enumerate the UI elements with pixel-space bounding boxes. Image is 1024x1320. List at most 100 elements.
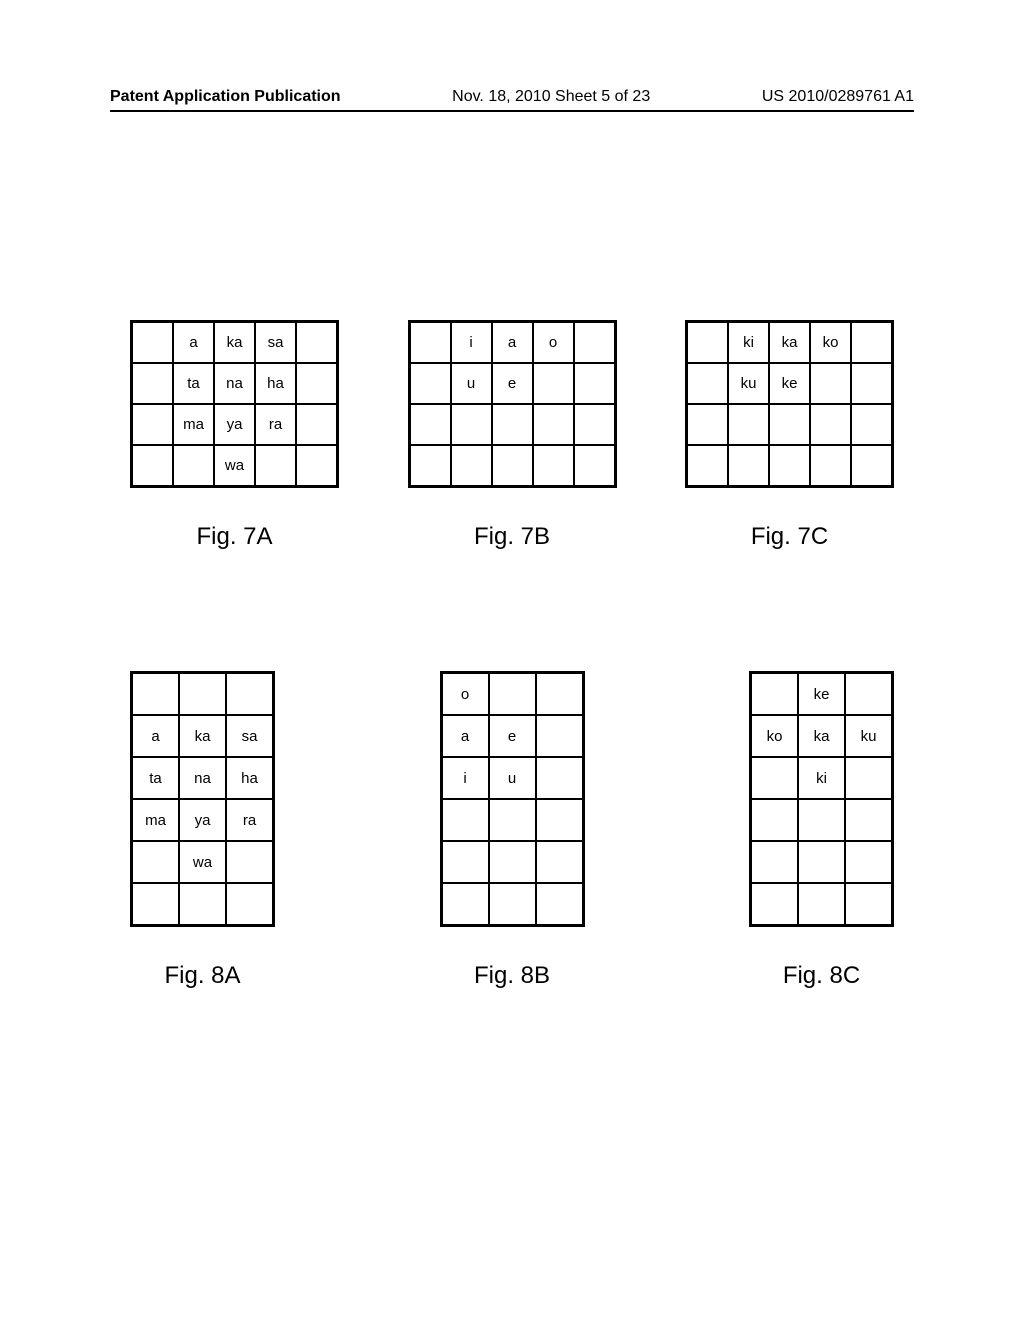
header-sheet-info: Nov. 18, 2010 Sheet 5 of 23	[452, 88, 650, 106]
table-row	[442, 883, 583, 925]
figure-label: Fig. 8C	[783, 962, 860, 990]
grid-cell	[574, 363, 615, 404]
grid-cell: ki	[728, 322, 769, 363]
grid-table: akasatanahamayarawa	[130, 320, 339, 488]
grid-cell: ha	[226, 757, 273, 799]
table-row: wa	[132, 445, 337, 486]
grid-cell	[810, 445, 851, 486]
figure-row-2: akasatanahamayarawaFig. 8AoaeiuFig. 8Bke…	[130, 671, 894, 990]
grid-cell: u	[451, 363, 492, 404]
table-row: ki	[751, 757, 892, 799]
table-row	[132, 673, 273, 715]
grid-cell	[687, 322, 728, 363]
grid-cell: a	[442, 715, 489, 757]
grid-cell	[132, 883, 179, 925]
grid-cell: a	[173, 322, 214, 363]
grid-cell: o	[533, 322, 574, 363]
grid-cell: wa	[214, 445, 255, 486]
table-row: tanaha	[132, 757, 273, 799]
grid-cell: ya	[179, 799, 226, 841]
grid-cell	[489, 841, 536, 883]
table-row: kuke	[687, 363, 892, 404]
table-row: o	[442, 673, 583, 715]
grid-cell: sa	[226, 715, 273, 757]
grid-cell: ke	[798, 673, 845, 715]
grid-cell	[410, 322, 451, 363]
grid-cell	[489, 673, 536, 715]
grid-cell: ko	[751, 715, 798, 757]
table-row: iu	[442, 757, 583, 799]
grid-cell	[536, 757, 583, 799]
grid-cell: ka	[214, 322, 255, 363]
grid-cell: i	[442, 757, 489, 799]
table-row: ae	[442, 715, 583, 757]
grid-cell	[728, 404, 769, 445]
grid-cell	[845, 673, 892, 715]
table-row: iao	[410, 322, 615, 363]
grid-cell: ya	[214, 404, 255, 445]
table-row	[751, 841, 892, 883]
grid-cell: ma	[132, 799, 179, 841]
grid-cell	[132, 404, 173, 445]
grid-cell	[226, 673, 273, 715]
grid-cell	[728, 445, 769, 486]
grid-cell: u	[489, 757, 536, 799]
grid-cell	[489, 883, 536, 925]
table-row: ke	[751, 673, 892, 715]
grid-cell	[296, 363, 337, 404]
table-row	[751, 799, 892, 841]
table-row: wa	[132, 841, 273, 883]
grid-cell: ku	[728, 363, 769, 404]
grid-cell: ta	[132, 757, 179, 799]
grid-cell	[132, 363, 173, 404]
grid-table: akasatanahamayarawa	[130, 671, 275, 927]
grid-cell	[296, 445, 337, 486]
grid-cell: e	[489, 715, 536, 757]
grid-cell	[533, 363, 574, 404]
grid-cell: ku	[845, 715, 892, 757]
grid-cell	[179, 673, 226, 715]
grid-cell	[687, 404, 728, 445]
grid-cell	[442, 841, 489, 883]
grid-table: kikakokuke	[685, 320, 894, 488]
grid-cell	[851, 322, 892, 363]
grid-cell: ka	[798, 715, 845, 757]
grid-cell	[845, 799, 892, 841]
figure-block: iaoueFig. 7B	[408, 320, 617, 551]
grid-cell: ta	[173, 363, 214, 404]
grid-cell: na	[214, 363, 255, 404]
grid-cell	[179, 883, 226, 925]
grid-cell	[798, 799, 845, 841]
table-row: akasa	[132, 715, 273, 757]
grid-table: iaoue	[408, 320, 617, 488]
grid-cell	[810, 363, 851, 404]
grid-cell	[132, 445, 173, 486]
table-row: kikako	[687, 322, 892, 363]
grid-cell: sa	[255, 322, 296, 363]
table-row	[751, 883, 892, 925]
grid-cell	[132, 841, 179, 883]
table-row: ue	[410, 363, 615, 404]
grid-cell: ko	[810, 322, 851, 363]
figures-container: akasatanahamayarawaFig. 7AiaoueFig. 7Bki…	[130, 320, 894, 1110]
table-row: akasa	[132, 322, 337, 363]
header-publication: Patent Application Publication	[110, 88, 341, 106]
grid-cell: ma	[173, 404, 214, 445]
table-row: mayara	[132, 404, 337, 445]
grid-cell	[533, 404, 574, 445]
grid-cell	[132, 322, 173, 363]
figure-label: Fig. 7A	[196, 523, 272, 551]
grid-cell	[851, 445, 892, 486]
grid-cell	[226, 841, 273, 883]
grid-cell	[845, 757, 892, 799]
grid-cell	[687, 445, 728, 486]
grid-cell	[769, 445, 810, 486]
grid-cell: na	[179, 757, 226, 799]
figure-block: kekokakuki Fig. 8C	[749, 671, 894, 990]
grid-cell	[536, 715, 583, 757]
grid-cell	[536, 883, 583, 925]
figure-block: akasatanahamayarawaFig. 8A	[130, 671, 275, 990]
table-row: tanaha	[132, 363, 337, 404]
grid-cell: o	[442, 673, 489, 715]
grid-cell	[226, 883, 273, 925]
